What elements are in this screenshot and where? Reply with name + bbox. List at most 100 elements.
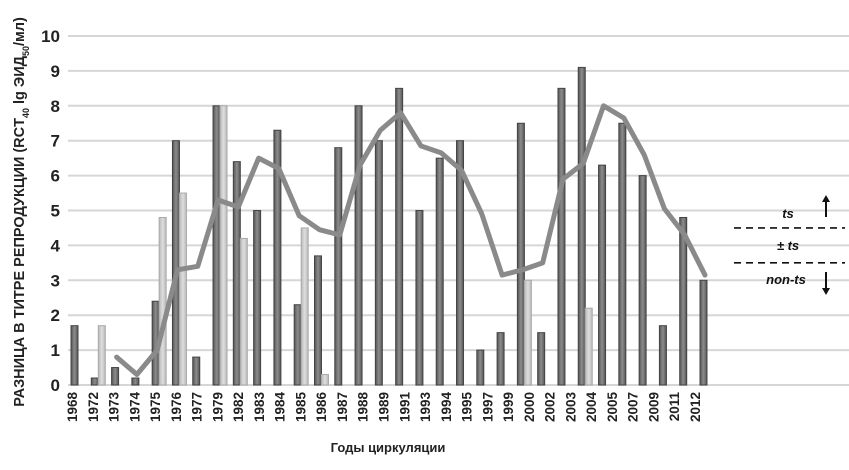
trend-line-group [114, 103, 708, 378]
bar-dark [496, 332, 505, 386]
x-tick-label: 1989 [377, 392, 392, 422]
y-axis-label-main: РАЗНИЦА В ТИТРЕ РЕПРОДУКЦИИ (RCT [12, 118, 28, 407]
x-tick-label: 1993 [418, 392, 433, 423]
y-tick-label: 8 [51, 97, 60, 116]
x-tick-label: 1972 [86, 392, 101, 422]
arrow-up-icon [822, 195, 830, 217]
y-tick-label: 1 [51, 341, 60, 360]
y-tick-label: 0 [51, 376, 60, 395]
y-axis-label: РАЗНИЦА В ТИТРЕ РЕПРОДУКЦИИ (RCT40 lg ЭИ… [12, 17, 31, 407]
x-tick-label: 1988 [356, 392, 371, 423]
x-tick-labels: 1968 1972 1973 1974 1975 1976 1977 1979 1982 1983… [65, 392, 703, 423]
x-tick-label: 1995 [460, 392, 475, 423]
bar-dark [435, 157, 444, 386]
bar-dark [476, 349, 485, 386]
y-tick-label: 6 [51, 167, 60, 186]
bar-dark [557, 87, 566, 386]
annotation-non-ts: non-ts [766, 272, 806, 287]
bar-dark [516, 122, 525, 386]
bar-light [523, 279, 532, 386]
annotation-pm-ts: ± ts [777, 238, 799, 253]
bar-dark [537, 332, 546, 386]
bar-dark [456, 140, 465, 386]
bar-dark [577, 66, 586, 386]
y-tick-label: 9 [51, 62, 60, 81]
bar-dark [192, 356, 201, 386]
bar-dark [638, 175, 647, 386]
x-tick-label: 2004 [584, 392, 599, 423]
bar-light [219, 105, 228, 386]
bar-dark [253, 210, 262, 386]
bar-dark [131, 377, 140, 386]
bar-dark [374, 140, 383, 386]
bar-dark [334, 147, 343, 386]
x-tick-label: 1979 [210, 392, 225, 422]
y-tick-label: 3 [51, 271, 60, 290]
x-tick-label: 2011 [667, 392, 682, 422]
bar-dark [618, 122, 627, 386]
x-axis-label: Годы циркуляции [331, 440, 446, 455]
bar-dark [90, 377, 99, 386]
y-tick-label: 5 [51, 202, 60, 221]
bar-dark [395, 87, 404, 386]
x-tick-label: 1975 [148, 392, 163, 423]
threshold-annotations: ts ± ts non-ts [734, 195, 845, 295]
x-tick-label: 1985 [293, 392, 308, 423]
y-axis-label-end: /мл) [12, 17, 28, 46]
x-tick-label: 1977 [190, 392, 205, 422]
bar-dark [232, 161, 241, 386]
bar-dark [415, 210, 424, 386]
x-tick-label: 2000 [522, 392, 537, 422]
bar-light [320, 374, 329, 386]
bar-light [158, 216, 167, 386]
x-tick-label: 2007 [626, 392, 641, 422]
y-tick-label: 4 [51, 236, 61, 255]
x-tick-label: 1999 [501, 392, 516, 422]
x-tick-label: 1984 [273, 392, 288, 423]
bar-dark [598, 164, 607, 386]
y-tick-labels: 0 1 2 3 4 5 6 7 8 9 10 [41, 27, 60, 395]
x-tick-label: 1983 [252, 392, 267, 423]
x-tick-label: 1982 [231, 392, 246, 422]
bar-light [97, 325, 106, 386]
x-tick-label: 1974 [127, 392, 142, 423]
bar-dark [273, 129, 282, 386]
x-tick-label: 1976 [169, 392, 184, 423]
y-tick-label: 2 [51, 306, 60, 325]
y-axis-label-mid: lg ЭИД [12, 55, 28, 108]
bars [70, 66, 708, 386]
bar-dark [679, 216, 688, 386]
bar-dark [293, 304, 302, 386]
y-tick-label: 7 [51, 132, 60, 151]
x-tick-label: 2012 [688, 392, 703, 422]
annotation-ts: ts [782, 206, 794, 221]
bar-light [300, 227, 309, 386]
x-tick-label: 1991 [397, 392, 412, 423]
x-tick-label: 1994 [439, 392, 454, 423]
bar-dark [171, 140, 180, 386]
bar-dark [313, 255, 322, 386]
x-tick-label: 1987 [335, 392, 350, 422]
x-tick-label: 2009 [646, 392, 661, 422]
bar-light [178, 192, 187, 386]
y-axis-label-sub1: 40 [21, 108, 31, 118]
bar-dark [111, 367, 120, 386]
bar-dark [212, 105, 221, 386]
bar-dark [699, 279, 708, 386]
bar-dark [70, 325, 79, 386]
arrow-down-icon [822, 272, 830, 295]
trend-line [114, 103, 708, 378]
x-tick-label: 2002 [543, 392, 558, 422]
x-tick-label: 1968 [65, 392, 80, 423]
x-tick-label: 1973 [107, 392, 122, 423]
x-tick-label: 2003 [563, 392, 578, 423]
x-tick-label: 1986 [314, 392, 329, 423]
bar-light [239, 237, 248, 386]
x-tick-label: 2005 [605, 392, 620, 423]
bar-dark [354, 105, 363, 386]
x-tick-label: 1997 [480, 392, 495, 422]
y-tick-label: 10 [41, 27, 60, 46]
bar-light [584, 307, 593, 386]
bar-dark [658, 325, 667, 386]
